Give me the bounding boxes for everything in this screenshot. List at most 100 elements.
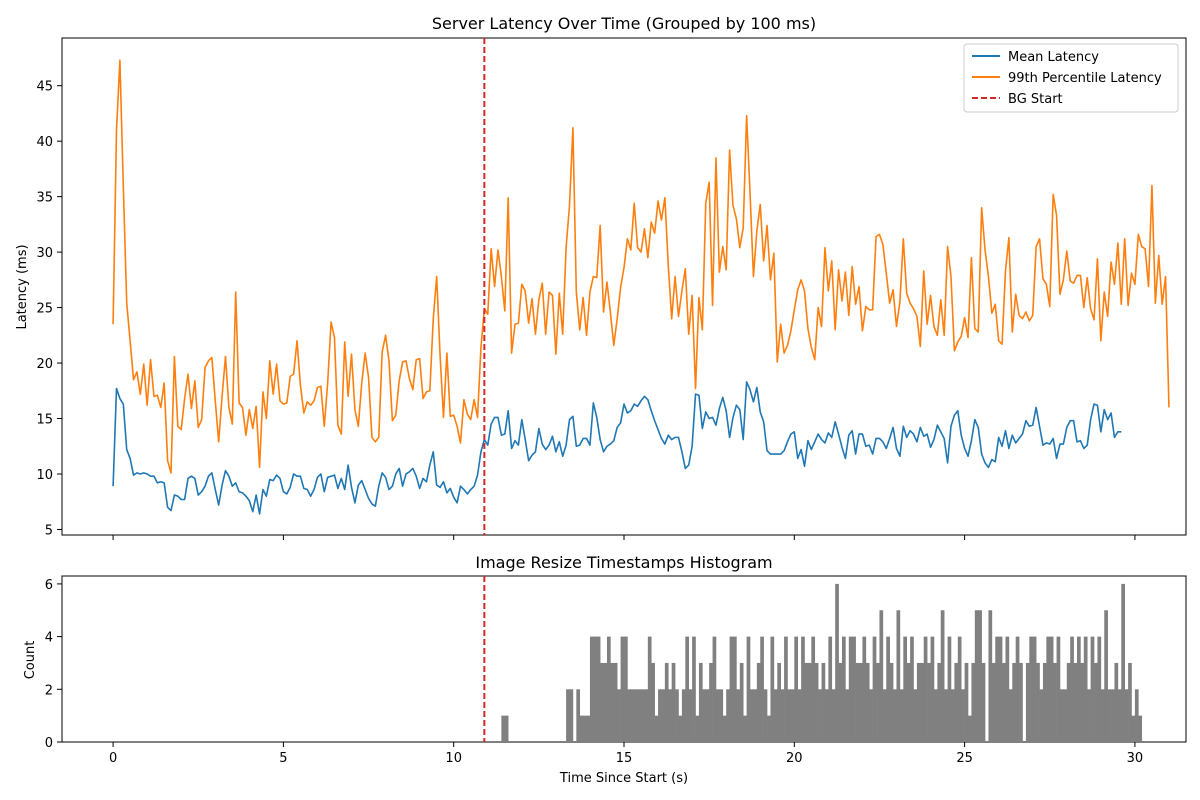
histogram-bar — [865, 662, 870, 742]
histogram-bar — [1012, 662, 1016, 742]
histogram-bar — [950, 689, 955, 742]
histogram-bar — [811, 636, 816, 742]
histogram-bar — [807, 662, 812, 742]
histogram-bar — [1039, 689, 1044, 742]
histogram-bar — [593, 636, 598, 742]
histogram-bar — [933, 689, 938, 742]
histogram-bar — [1002, 662, 1006, 742]
histogram-bar — [1087, 689, 1091, 742]
histogram-bar — [876, 662, 880, 742]
histogram-bar — [913, 689, 918, 742]
histogram-bar — [630, 689, 635, 742]
histogram-bar — [743, 715, 747, 742]
histogram-bar — [654, 715, 659, 742]
histogram-bar — [1019, 662, 1023, 742]
histogram-bar — [736, 689, 741, 742]
histogram-bar — [964, 662, 969, 742]
histogram-bar — [576, 689, 581, 742]
histogram-bar — [767, 715, 771, 742]
histogram-bar — [862, 636, 867, 742]
histogram-x-tick-label: 25 — [956, 751, 973, 766]
histogram-bar — [641, 689, 645, 742]
histogram-bar — [658, 689, 662, 742]
histogram-bar — [569, 689, 574, 742]
mean-latency-line — [112, 381, 1122, 515]
histogram-y-tick-label: 0 — [45, 736, 53, 751]
histogram-bar — [1077, 636, 1081, 742]
histogram-bar — [903, 636, 908, 742]
histogram-bar — [1124, 689, 1129, 742]
histogram-bar — [624, 636, 628, 742]
histogram-bar — [773, 689, 778, 742]
histogram-bar — [910, 636, 914, 742]
histogram-x-tick-label: 20 — [786, 751, 803, 766]
histogram-bar — [988, 610, 993, 742]
histogram-bar — [1005, 636, 1010, 742]
histogram-bar — [896, 610, 901, 742]
latency-y-tick-label: 40 — [36, 135, 53, 150]
histogram-bar — [1117, 689, 1122, 742]
p99-latency-line — [112, 59, 1170, 474]
histogram-bar — [780, 689, 785, 742]
histogram-bar — [732, 636, 737, 742]
histogram-bar — [644, 689, 649, 742]
histogram-bar — [1083, 636, 1088, 742]
histogram-y-tick-label: 2 — [45, 683, 53, 698]
latency-chart-title: Server Latency Over Time (Grouped by 100… — [432, 14, 816, 33]
histogram-bar — [947, 636, 952, 742]
histogram-bar — [801, 636, 805, 742]
histogram-bar — [756, 662, 761, 742]
histogram-bar — [814, 662, 819, 742]
histogram-x-tick-label: 30 — [1127, 751, 1144, 766]
histogram-bar — [841, 636, 846, 742]
histogram-bar — [715, 689, 720, 742]
histogram-bar — [739, 662, 744, 742]
histogram-bar — [692, 636, 696, 742]
latency-y-tick-label: 10 — [36, 468, 53, 483]
latency-plot-area — [61, 37, 1187, 536]
histogram-bar — [991, 662, 996, 742]
histogram-bar — [784, 636, 788, 742]
histogram-bar — [709, 662, 713, 742]
histogram-bar — [961, 689, 965, 742]
histogram-bar — [1053, 662, 1057, 742]
histogram-bar — [797, 689, 802, 742]
histogram-bar — [675, 689, 679, 742]
histogram-bar — [869, 689, 873, 742]
histogram-bar — [1134, 689, 1139, 742]
histogram-bar — [923, 636, 928, 742]
latency-y-tick-label: 25 — [36, 302, 53, 317]
latency-y-ticks: 5 10 15 20 25 30 35 40 45 — [36, 80, 62, 538]
histogram-x-tick-label: 5 — [279, 751, 287, 766]
histogram-bar — [818, 689, 822, 742]
histogram-bar — [1111, 689, 1115, 742]
histogram-bar — [583, 715, 587, 742]
histogram-bar — [1097, 636, 1102, 742]
histogram-bar — [954, 662, 959, 742]
histogram-x-tick-label: 10 — [445, 751, 462, 766]
histogram-bar — [916, 662, 921, 742]
histogram-bar — [681, 689, 686, 742]
histogram-bar — [838, 662, 843, 742]
histogram-bar — [647, 636, 652, 742]
histogram-bar — [1063, 689, 1068, 742]
histogram-bar — [893, 689, 897, 742]
histogram-bar — [770, 636, 775, 742]
histogram-bar — [750, 689, 754, 742]
histogram-bar — [859, 662, 863, 742]
latency-series — [112, 59, 1170, 515]
histogram-bar — [1073, 662, 1078, 742]
histogram-bar — [688, 689, 693, 742]
histogram-bar — [1015, 636, 1020, 742]
histogram-bar — [1114, 662, 1119, 742]
histogram-bar — [824, 689, 829, 742]
histogram-bar — [501, 715, 506, 742]
histogram-bar — [637, 689, 642, 742]
histogram-bar — [790, 689, 795, 742]
histogram-bar — [974, 610, 979, 742]
histogram-bar — [906, 662, 911, 742]
histogram-bar — [1131, 715, 1136, 742]
histogram-bar — [685, 636, 690, 742]
histogram-bar — [845, 689, 850, 742]
histogram-bar — [855, 662, 860, 742]
